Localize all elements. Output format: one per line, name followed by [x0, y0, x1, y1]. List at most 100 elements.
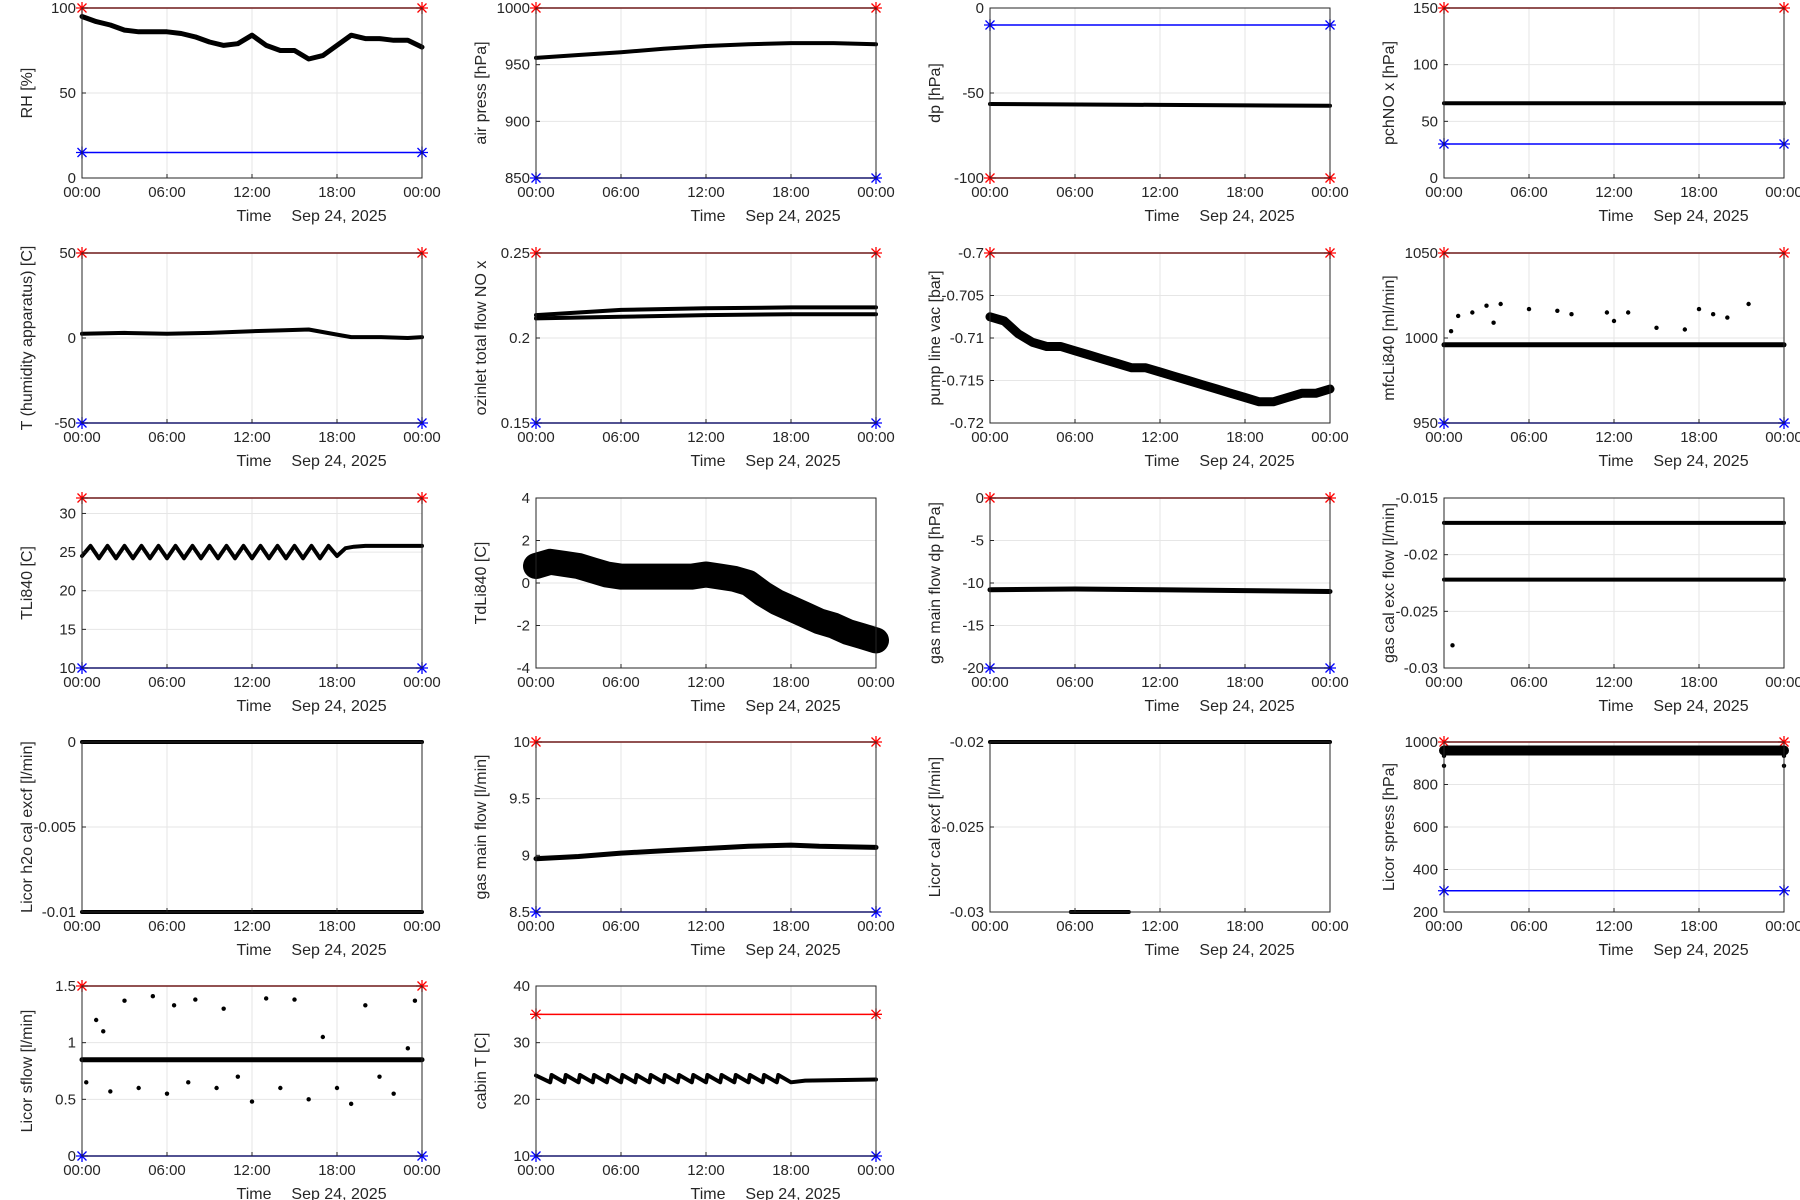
x-tick-label: 12:00 — [687, 429, 725, 446]
date-label: Sep 24, 2025 — [1653, 942, 1748, 959]
y-tick-label: 0 — [522, 575, 530, 592]
x-axis-title: Time — [1599, 453, 1634, 470]
data-point — [1654, 325, 1659, 330]
y-tick-label: 0.5 — [55, 1091, 76, 1108]
date-label: Sep 24, 2025 — [745, 208, 840, 225]
y-tick-label: 50 — [59, 245, 76, 262]
y-axis-label: TLi840 [C] — [19, 546, 36, 620]
x-tick-label: 06:00 — [148, 1162, 186, 1179]
y-tick-label: -0.025 — [1395, 603, 1438, 620]
y-tick-label: -0.02 — [950, 734, 984, 751]
x-axis-title: Time — [237, 698, 272, 715]
x-tick-label: 06:00 — [602, 184, 640, 201]
y-tick-label: -20 — [962, 660, 984, 677]
x-tick-label: 12:00 — [233, 429, 271, 446]
data-point — [1448, 329, 1454, 334]
x-tick-label: 12:00 — [1141, 429, 1179, 446]
x-tick-label: 06:00 — [1510, 674, 1548, 691]
x-tick-label: 12:00 — [1141, 918, 1179, 935]
x-tick-label: 18:00 — [318, 184, 356, 201]
data-point — [292, 997, 297, 1002]
y-axis-label: ozinlet total flow NO x — [473, 261, 490, 416]
data-point — [1569, 312, 1574, 317]
x-tick-label: 18:00 — [1680, 918, 1718, 935]
y-axis-label: Licor cal excf [l/min] — [927, 757, 944, 897]
x-tick-label: 18:00 — [1680, 429, 1718, 446]
data-point — [1484, 303, 1489, 308]
y-axis-label: gas main flow dp [hPa] — [927, 502, 944, 664]
x-tick-label: 18:00 — [772, 1162, 810, 1179]
data-point — [1526, 306, 1532, 312]
x-tick-label: 00:00 — [971, 184, 1009, 201]
x-tick-label: 00:00 — [857, 429, 895, 446]
data-point — [320, 1034, 326, 1040]
x-tick-label: 00:00 — [1311, 429, 1349, 446]
x-tick-label: 00:00 — [63, 429, 101, 446]
y-tick-label: -100 — [954, 170, 984, 187]
x-tick-label: 06:00 — [1510, 918, 1548, 935]
data-point — [235, 1074, 241, 1079]
chart-panel-9: 10 15 20 25 30 00:00 06:00 12:00 18:00 00:00 Time S… — [19, 492, 441, 715]
y-axis-label: RH [%] — [19, 68, 36, 119]
data-series-line — [534, 305, 878, 318]
y-tick-label: 0.25 — [501, 245, 530, 262]
x-axis-title: Time — [1145, 698, 1180, 715]
chart-panel-18: 10 20 30 40 00:00 06:00 12:00 18:00 00:00 Time Sep… — [473, 978, 895, 1200]
x-tick-label: 00:00 — [1311, 184, 1349, 201]
y-tick-label: 0 — [68, 330, 76, 347]
chart-panel-13: -0.01 -0.005 0 00:00 06:00 12:00 18:00 00:00 Tim… — [19, 734, 441, 959]
y-tick-label: -10 — [962, 575, 984, 592]
x-tick-label: 00:00 — [63, 674, 101, 691]
chart-panel-3: -100 -50 0 00:00 06:00 12:00 18:00 00:00 Time Sep… — [927, 0, 1349, 225]
data-point — [214, 1085, 219, 1091]
y-tick-label: 9 — [522, 847, 530, 864]
y-axis-label: dp [hPa] — [927, 63, 944, 123]
x-tick-label: 06:00 — [602, 918, 640, 935]
x-axis-title: Time — [237, 208, 272, 225]
chart-panel-6: 0.15 0.2 0.25 00:00 06:00 12:00 18:00 00:00 Time… — [473, 245, 895, 470]
x-tick-label: 00:00 — [1765, 184, 1800, 201]
date-label: Sep 24, 2025 — [1199, 698, 1294, 715]
y-tick-label: 8.5 — [509, 904, 530, 921]
x-axis-title: Time — [1599, 698, 1634, 715]
data-point — [1498, 301, 1503, 307]
chart-panel-12: -0.03 -0.025 -0.02 -0.015 00:00 06:00 12:00 18:… — [1381, 490, 1800, 715]
date-label: Sep 24, 2025 — [291, 698, 386, 715]
data-point — [1491, 320, 1496, 325]
x-tick-label: 00:00 — [1765, 429, 1800, 446]
y-axis-label: Licor sflow [l/min] — [19, 1010, 36, 1133]
y-tick-label: 20 — [59, 583, 76, 600]
data-point — [348, 1101, 354, 1107]
data-point — [1710, 312, 1716, 317]
data-point — [334, 1085, 340, 1091]
y-tick-label: 1000 — [1405, 734, 1438, 751]
x-tick-label: 18:00 — [1680, 184, 1718, 201]
data-point — [164, 1091, 170, 1096]
data-point — [101, 1029, 106, 1034]
x-tick-label: 12:00 — [233, 918, 271, 935]
data-point — [150, 994, 156, 999]
data-point — [171, 1003, 177, 1008]
y-axis-label: cabin T [C] — [473, 1033, 490, 1110]
x-tick-label: 00:00 — [857, 674, 895, 691]
data-series-line — [79, 14, 425, 62]
x-tick-label: 00:00 — [857, 184, 895, 201]
chart-panel-4: 0 50 100 150 00:00 06:00 12:00 18:00 00:00 Time Se… — [1381, 0, 1800, 225]
y-tick-label: 50 — [1421, 113, 1438, 130]
chart-panel-11: -20 -15 -10 -5 0 00:00 06:00 12:00 18:00 00:00 Tim… — [927, 490, 1349, 715]
x-tick-label: 00:00 — [1425, 918, 1463, 935]
y-tick-label: -2 — [517, 618, 530, 635]
x-tick-label: 18:00 — [772, 429, 810, 446]
y-tick-label: 1000 — [497, 0, 530, 17]
x-tick-label: 06:00 — [602, 429, 640, 446]
x-tick-label: 06:00 — [1056, 674, 1094, 691]
data-point — [391, 1091, 396, 1096]
x-tick-label: 00:00 — [403, 184, 441, 201]
y-tick-label: 0.2 — [509, 330, 530, 347]
date-label: Sep 24, 2025 — [291, 208, 386, 225]
data-point — [122, 998, 127, 1003]
x-tick-label: 00:00 — [403, 674, 441, 691]
y-tick-label: 10 — [513, 734, 530, 751]
y-tick-label: 25 — [59, 544, 76, 561]
x-tick-label: 00:00 — [971, 429, 1009, 446]
